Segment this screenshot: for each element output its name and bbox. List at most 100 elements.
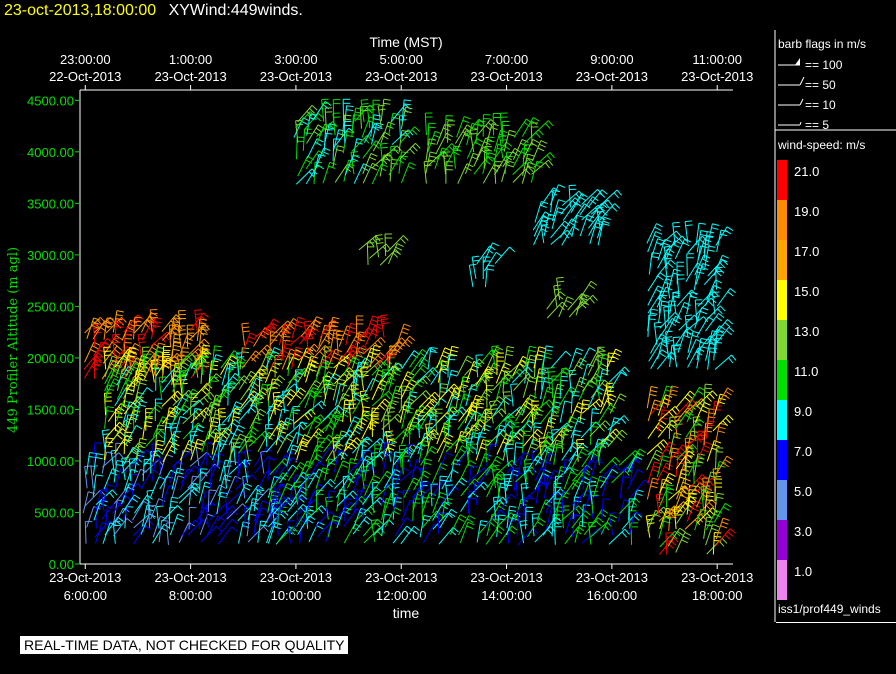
colorbar-label: 13.0: [794, 324, 819, 339]
wind-barb: [142, 417, 153, 440]
wind-barb: [331, 414, 344, 437]
wind-barb: [178, 309, 187, 333]
wind-barb: [599, 464, 621, 481]
wind-barb: [427, 346, 438, 370]
wind-barb: [684, 461, 694, 485]
wind-barb: [517, 452, 530, 475]
wind-barb: [372, 99, 381, 123]
wind-barb: [530, 122, 539, 146]
wind-barb: [303, 320, 313, 344]
wind-barb: [276, 408, 289, 431]
wind-barb: [315, 478, 336, 497]
wind-barb: [473, 156, 494, 175]
wind-barb: [171, 475, 185, 498]
wind-barb: [343, 105, 354, 128]
wind-barb: [269, 331, 278, 354]
wind-barb: [178, 487, 200, 504]
wind-barb: [93, 442, 102, 465]
wind-barb: [230, 408, 242, 431]
colorbar-label: 19.0: [794, 204, 819, 219]
top-tick-date: 23-Oct-2013: [576, 69, 648, 84]
wind-barb: [696, 441, 713, 463]
wind-barb: [188, 506, 197, 530]
wind-barb: [244, 436, 253, 460]
wind-barb: [241, 332, 257, 354]
wind-barb: [686, 474, 708, 491]
wind-barb: [425, 138, 437, 161]
wind-barb: [162, 345, 171, 369]
wind-barb: [400, 106, 413, 129]
wind-barb: [103, 346, 112, 370]
bottom-tick-date: 23-Oct-2013: [365, 570, 437, 585]
wind-barb: [551, 429, 559, 452]
wind-barb: [713, 254, 729, 276]
wind-barb: [629, 506, 637, 529]
wind-barb: [445, 369, 459, 392]
bottom-tick-time: 6:00:00: [64, 588, 107, 603]
wind-barb: [501, 120, 510, 144]
wind-barb: [332, 99, 341, 122]
wind-barb: [401, 99, 412, 122]
wind-barb: [494, 246, 516, 264]
wind-barb: [278, 457, 299, 475]
wind-barb: [582, 398, 604, 414]
wind-barb: [503, 129, 517, 152]
top-axis-ticks: 23:00:00 22-Oct-2013 1:00:00 23-Oct-2013 3:0…: [49, 52, 753, 90]
colorbar-swatch: [777, 280, 787, 320]
wind-barb: [278, 497, 289, 520]
wind-barb: [436, 143, 458, 160]
wind-barb: [401, 406, 414, 429]
wind-barb: [427, 122, 436, 146]
wind-barb: [261, 318, 280, 339]
top-tick-date: 23-Oct-2013: [681, 69, 753, 84]
wind-barb: [436, 347, 452, 369]
wind-barb: [559, 375, 568, 399]
wind-barb: [141, 346, 150, 370]
wind-barb: [658, 441, 676, 462]
barb-legend-label: == 10: [805, 98, 836, 112]
wind-barb: [571, 214, 584, 237]
wind-barb: [475, 354, 483, 378]
wind-barb: [559, 400, 572, 423]
wind-barb: [571, 447, 589, 468]
wind-barb: [553, 466, 575, 483]
wind-barb: [695, 222, 706, 246]
wind-barb: [647, 420, 667, 439]
wind-barb: [396, 323, 411, 346]
wind-barb: [575, 293, 590, 316]
colorbar-swatch: [777, 360, 787, 400]
wind-barb: [554, 506, 565, 529]
wind-barb: [468, 465, 479, 488]
wind-barb: [503, 406, 525, 422]
wind-barb: [715, 226, 734, 246]
wind-barb: [650, 333, 668, 354]
wind-barb: [445, 161, 453, 184]
wind-barb: [371, 390, 394, 407]
wind-barb: [388, 243, 404, 264]
wind-barb: [434, 147, 449, 169]
wind-barb: [694, 401, 711, 423]
wind-barb: [645, 514, 655, 538]
wind-barb: [362, 486, 382, 505]
title-product: XYWind:449winds.: [168, 2, 303, 19]
colorbar-title: wind-speed: m/s: [777, 138, 865, 152]
wind-barb: [390, 428, 412, 445]
wind-barb: [532, 140, 548, 162]
y-tick-label: 500.00: [34, 505, 74, 520]
wind-barb: [381, 513, 392, 537]
bottom-tick-date: 23-Oct-2013: [681, 570, 753, 585]
wind-barb: [240, 426, 259, 446]
wind-barb: [547, 367, 556, 391]
wind-barb: [306, 461, 325, 481]
wind-barb: [335, 501, 356, 520]
wind-barb: [296, 136, 305, 160]
wind-barb: [85, 452, 97, 475]
wind-barb: [436, 132, 453, 154]
wind-barb: [217, 408, 227, 431]
wind-barb: [201, 428, 222, 446]
wind-barb: [659, 530, 681, 548]
wind-barb: [550, 350, 572, 369]
wind-barb: [570, 416, 586, 438]
wind-barb: [125, 357, 144, 377]
wind-barb: [522, 153, 535, 176]
